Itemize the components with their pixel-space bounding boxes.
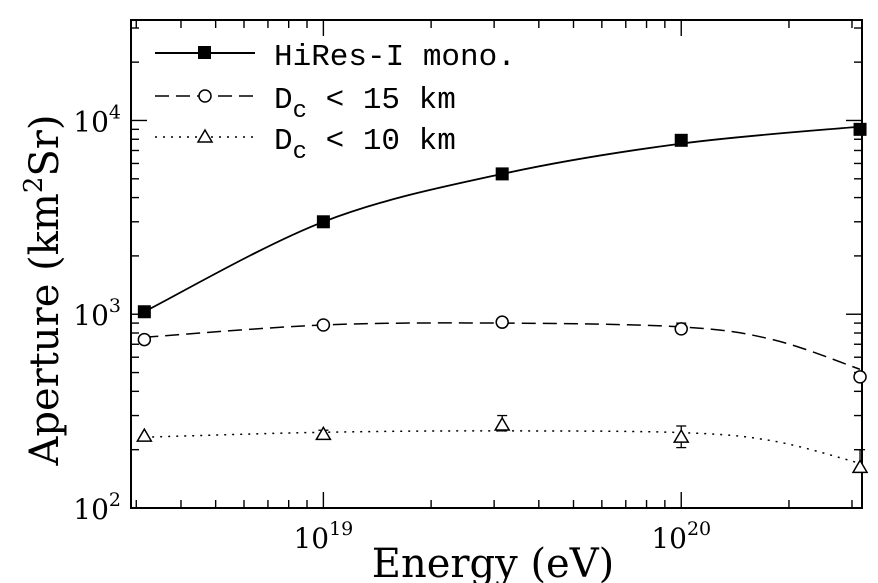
series-1-curve xyxy=(144,322,861,371)
y-tick-label-exponent: 4 xyxy=(109,101,121,123)
y-axis-label: Aperture (km2Sr) xyxy=(19,114,68,466)
marker-layer xyxy=(136,122,869,474)
x-tick-label-exponent: 20 xyxy=(687,518,711,540)
series-2-curve xyxy=(144,430,861,465)
plot-frame xyxy=(130,19,863,509)
legend-dc10-tail: < 10 km xyxy=(307,124,456,159)
legend-marker-open-triangle xyxy=(196,128,214,143)
data-point-triangle xyxy=(851,458,869,474)
legend-dc15-main: D xyxy=(274,83,293,118)
x-axis-label: Energy (eV) xyxy=(372,541,614,583)
data-point-circle xyxy=(495,315,509,329)
data-point-triangle xyxy=(136,427,153,442)
legend-dc10-main: D xyxy=(274,124,293,159)
y-tick-label-exponent: 3 xyxy=(109,295,121,317)
y-tick-label-base: 10 xyxy=(73,105,109,138)
x-tick-label-exponent: 19 xyxy=(329,518,353,540)
x-tick-label-base: 10 xyxy=(651,522,687,555)
data-point-triangle xyxy=(672,428,690,443)
y-tick-label-base: 10 xyxy=(73,493,109,526)
legend-dc15-tail: < 15 km xyxy=(307,83,456,118)
data-point-square xyxy=(137,305,151,319)
y-axis-label-tail: Sr) xyxy=(22,114,68,176)
x-tick-label-base: 10 xyxy=(293,522,329,555)
y-tick-label-exponent: 2 xyxy=(109,489,121,511)
legend-dc10-sub: c xyxy=(293,139,307,166)
legend: HiRes-I mono. Dc < 15 km Dc < 10 km xyxy=(155,40,516,166)
data-point-square xyxy=(674,133,688,147)
legend-marker-open-circle xyxy=(198,89,212,103)
y-tick-label: 104 xyxy=(73,101,121,138)
legend-label-dc15: Dc < 15 km xyxy=(274,83,456,125)
data-point-circle xyxy=(137,332,152,347)
data-point-triangle xyxy=(315,425,332,441)
data-point-square xyxy=(495,167,509,181)
data-point-circle xyxy=(853,370,867,384)
x-tick-label: 1019 xyxy=(293,518,353,555)
legend-label-hires: HiRes-I mono. xyxy=(274,40,516,75)
data-point-triangle xyxy=(493,416,511,431)
y-tick-label: 102 xyxy=(73,489,121,526)
legend-dc15-sub: c xyxy=(293,98,307,125)
data-point-circle xyxy=(316,318,331,332)
data-point-square xyxy=(316,215,330,229)
x-tick-label: 1020 xyxy=(651,518,711,555)
y-tick-label-base: 10 xyxy=(73,299,109,332)
series-0-curve xyxy=(143,125,861,313)
legend-label-dc10: Dc < 10 km xyxy=(274,124,456,166)
legend-marker-filled-square xyxy=(198,46,211,59)
y-axis-label-superscript: 2 xyxy=(19,177,49,194)
data-point-square xyxy=(853,122,867,136)
y-axis-label-main: Aperture (km xyxy=(22,193,68,466)
data-point-circle xyxy=(674,322,688,336)
y-tick-label: 103 xyxy=(73,295,121,332)
